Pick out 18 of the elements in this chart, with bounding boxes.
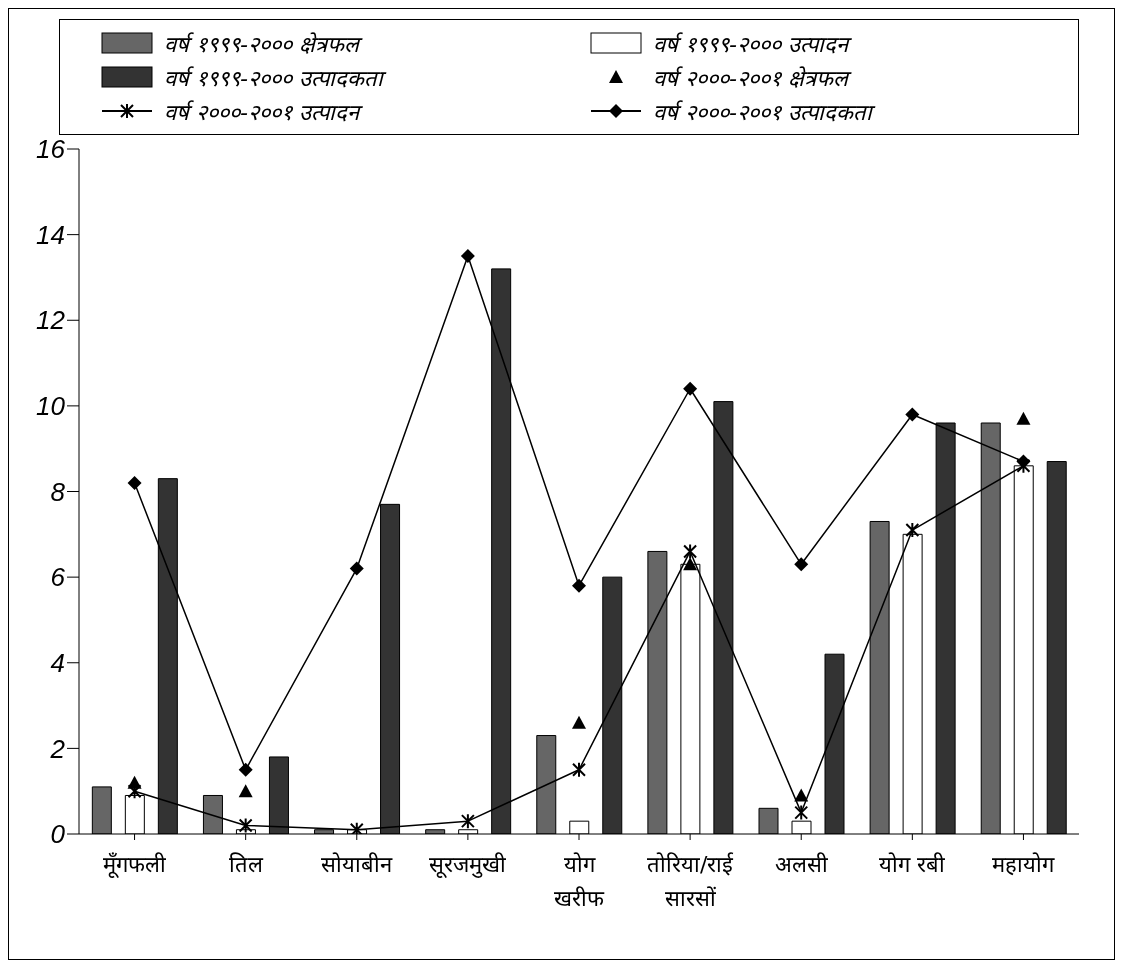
x-tick-label: सूरजमुखी (429, 852, 507, 879)
y-tick-label: 6 (50, 562, 66, 593)
x-tick-label: तिल (228, 852, 264, 877)
y-tick-label: 16 (36, 134, 66, 165)
y-tick-label: 12 (36, 305, 66, 336)
y-tick-label: 8 (50, 476, 66, 507)
y-tick-label: 14 (36, 219, 65, 250)
y-tick-label: 0 (50, 819, 66, 850)
x-tick-label: सोयाबीन (321, 852, 394, 877)
x-tick-label: योग रबी (879, 852, 946, 877)
x-tick-label: मूँगफली (103, 852, 167, 879)
x-tick-label: अलसी (774, 852, 828, 877)
y-tick-label: 4 (50, 647, 65, 678)
y-tick-label: 10 (36, 391, 66, 422)
y-tick-label: 2 (49, 733, 66, 764)
x-tick-label: तोरिया/राई सारसों (646, 852, 735, 911)
x-tick-label: महायोग (992, 852, 1056, 877)
x-tick-label: योग खरीफ (554, 852, 605, 911)
